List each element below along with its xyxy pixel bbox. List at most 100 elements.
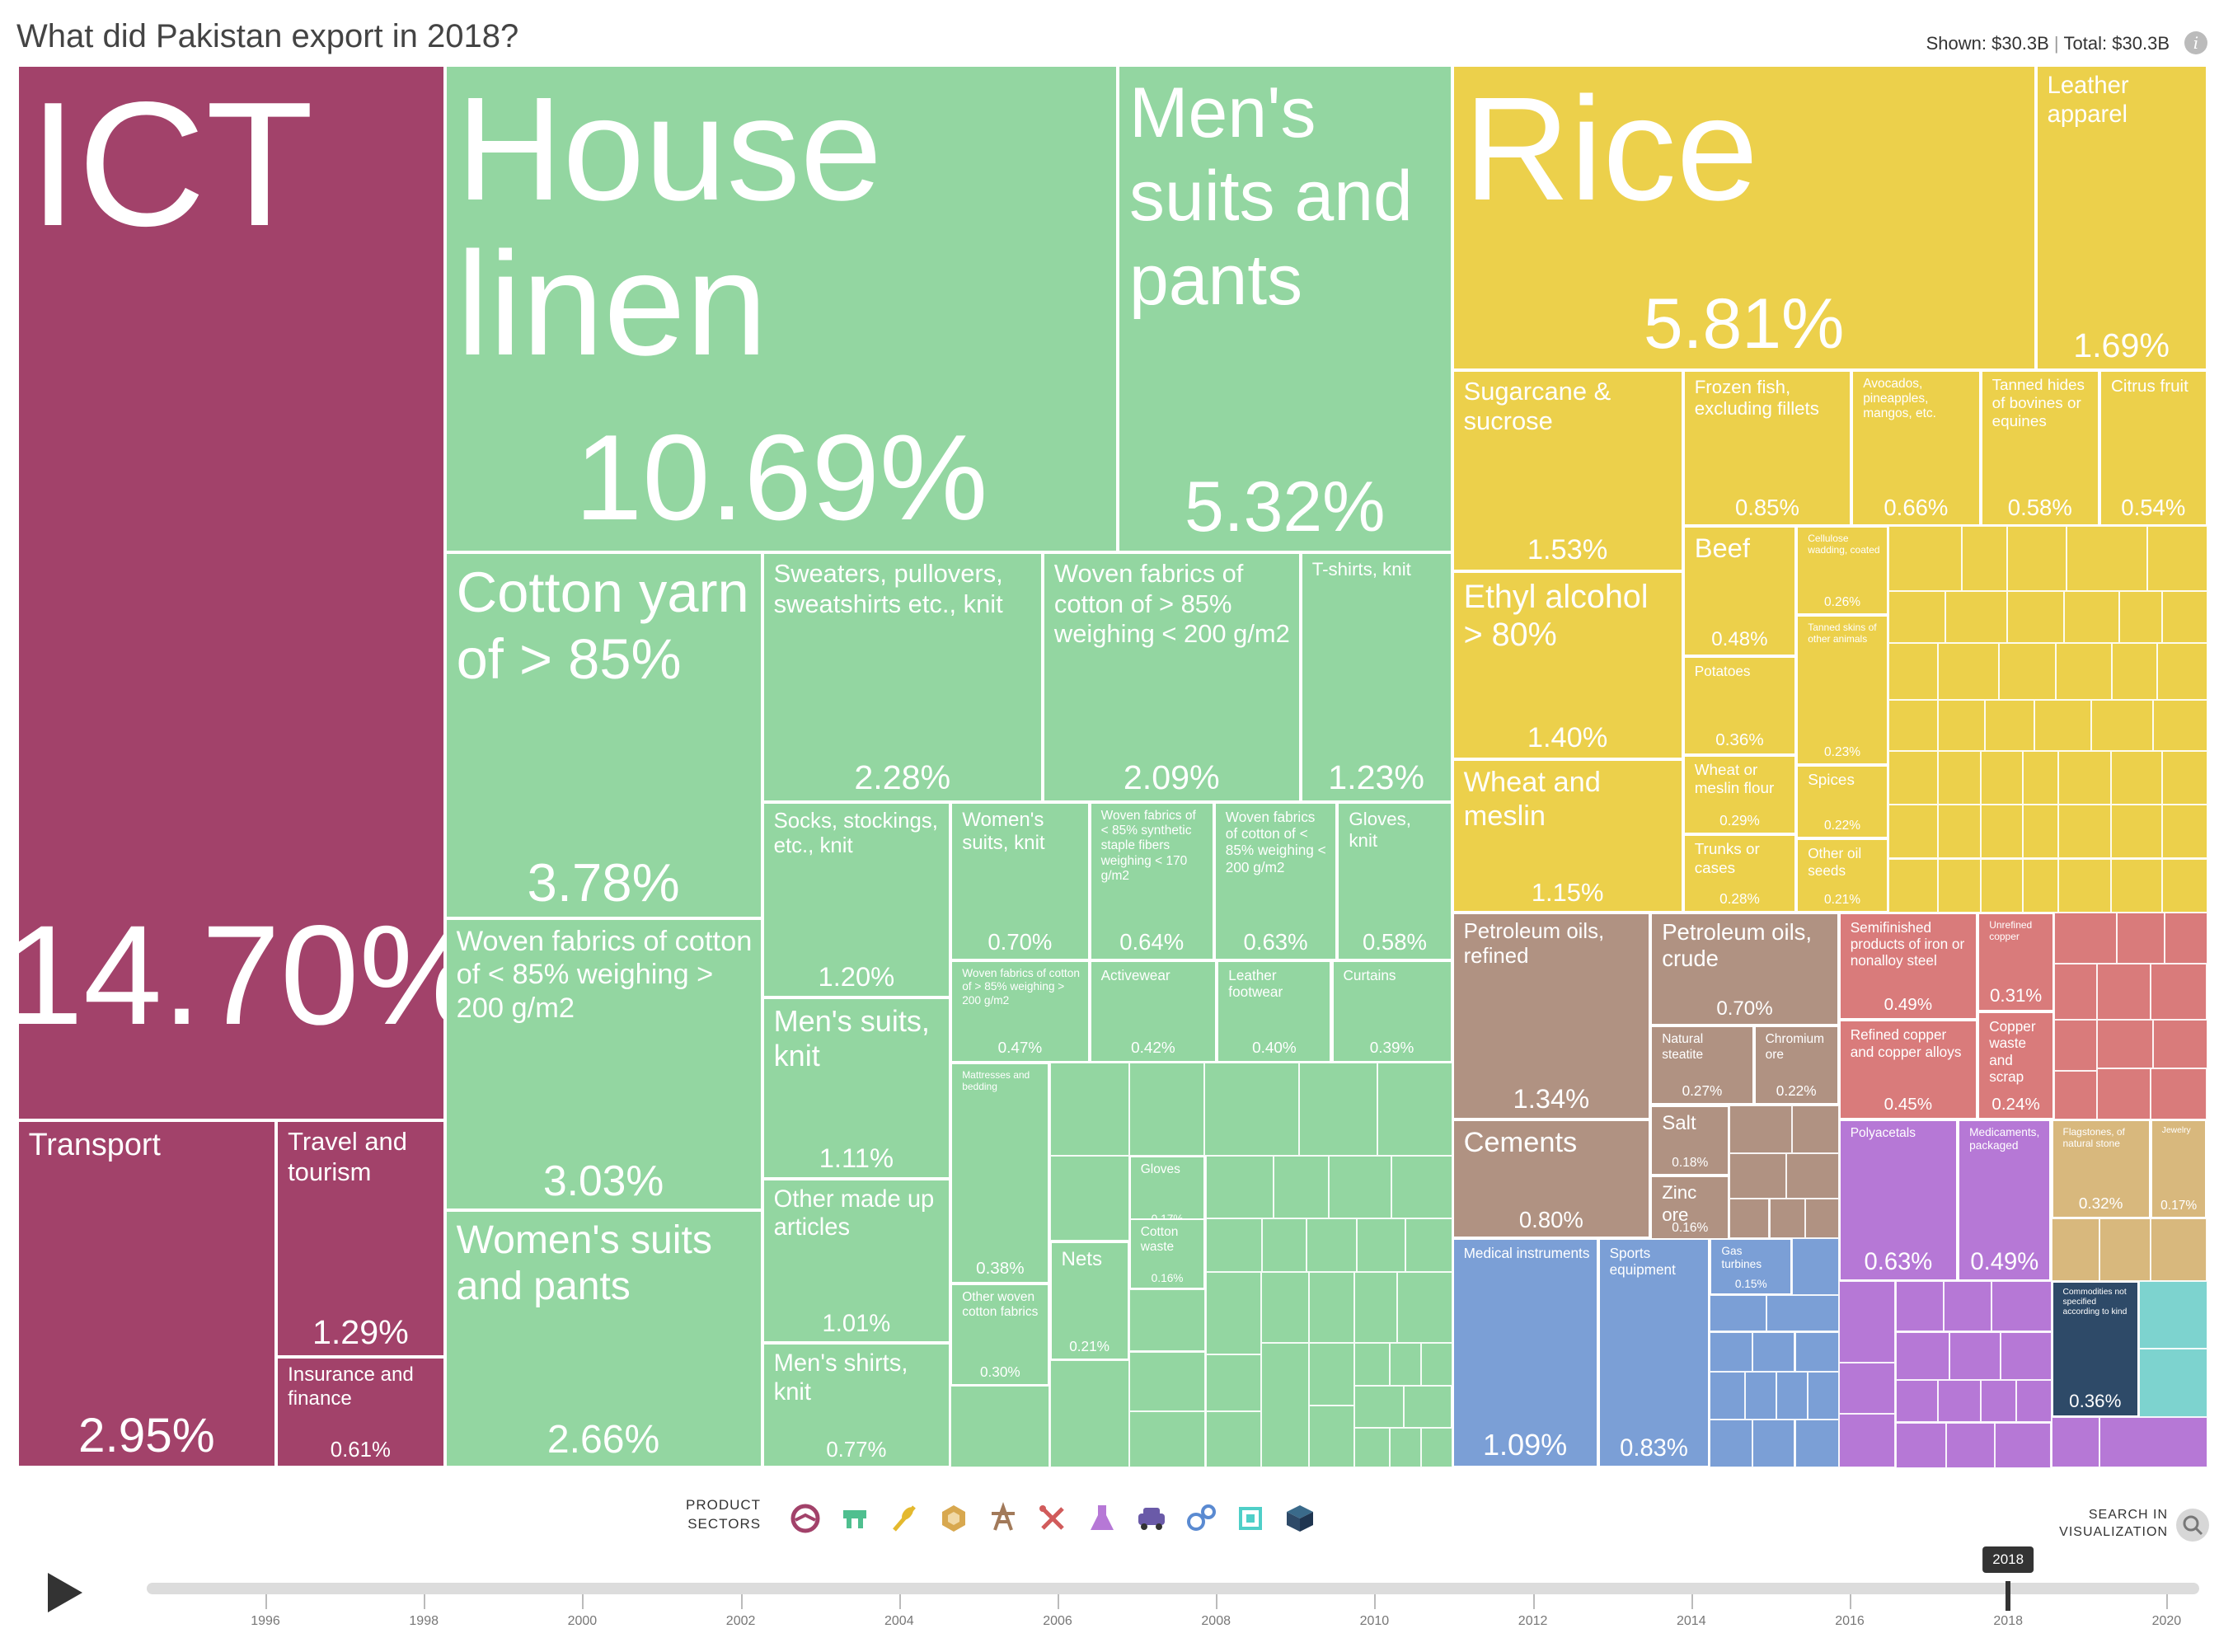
- treemap-small-tile[interactable]: [1354, 1272, 1397, 1344]
- treemap-small-tile[interactable]: [2054, 1071, 2097, 1119]
- treemap-small-tile[interactable]: [2096, 1068, 2151, 1119]
- search-icon[interactable]: [2176, 1509, 2209, 1542]
- treemap-tile[interactable]: Tanned hides of bovines or equines 0.58%: [1980, 369, 2099, 526]
- treemap-tile[interactable]: Cotton waste 0.16%: [1128, 1218, 1206, 1289]
- treemap-tile[interactable]: Cellulose wadding, coated 0.26%: [1796, 525, 1888, 615]
- treemap-tile[interactable]: Nets 0.21%: [1049, 1241, 1129, 1360]
- treemap-small-tile[interactable]: [1752, 1420, 1795, 1468]
- treemap-tile[interactable]: Spices 0.22%: [1796, 765, 1888, 839]
- agriculture-icon[interactable]: [886, 1500, 922, 1537]
- treemap-small-tile[interactable]: [2054, 912, 2117, 964]
- treemap-tile[interactable]: Leather footwear 0.40%: [1217, 960, 1332, 1063]
- treemap-small-tile[interactable]: [1205, 1272, 1261, 1354]
- info-icon[interactable]: i: [2184, 31, 2207, 54]
- treemap-tile[interactable]: Woven fabrics of cotton of < 85% weighin…: [444, 918, 762, 1210]
- treemap-small-tile[interactable]: [1420, 1343, 1452, 1386]
- treemap-small-tile[interactable]: [1888, 700, 1939, 751]
- electronics-icon[interactable]: [1232, 1500, 1269, 1537]
- treemap-tile[interactable]: Other oil seeds 0.21%: [1796, 838, 1888, 913]
- treemap-small-tile[interactable]: [1938, 1379, 1981, 1423]
- treemap-small-tile[interactable]: [1962, 525, 2008, 591]
- treemap-tile[interactable]: House linen 10.69%: [444, 65, 1118, 553]
- textiles-icon[interactable]: [837, 1500, 873, 1537]
- treemap-small-tile[interactable]: [2147, 525, 2207, 591]
- treemap-tile[interactable]: Travel and tourism 1.29%: [276, 1120, 445, 1358]
- treemap-small-tile[interactable]: [2099, 1416, 2207, 1468]
- treemap-small-tile[interactable]: [2054, 1020, 2097, 1072]
- treemap-tile[interactable]: Beef 0.48%: [1682, 525, 1797, 656]
- timeline-year-label[interactable]: 2016: [1835, 1614, 1865, 1628]
- treemap-small-tile[interactable]: [1938, 805, 1981, 859]
- treemap-small-tile[interactable]: [1404, 1385, 1452, 1429]
- treemap-tile[interactable]: Curtains 0.39%: [1331, 960, 1452, 1063]
- treemap-small-tile[interactable]: [1260, 1272, 1309, 1344]
- treemap-small-tile[interactable]: [1980, 1379, 2016, 1423]
- treemap-small-tile[interactable]: [2034, 700, 2091, 751]
- treemap-tile[interactable]: Semifinished products of iron or nonallo…: [1838, 912, 1978, 1021]
- treemap-small-tile[interactable]: [1405, 1218, 1452, 1273]
- treemap-small-tile[interactable]: [1205, 1410, 1261, 1468]
- treemap-small-tile[interactable]: [2023, 750, 2059, 805]
- treemap-tile[interactable]: Other made up articles 1.01%: [762, 1178, 951, 1344]
- treemap-tile[interactable]: Cotton yarn of > 85% 3.78%: [444, 552, 762, 918]
- treemap-small-tile[interactable]: [1938, 643, 1999, 700]
- treemap-small-tile[interactable]: [1420, 1428, 1452, 1468]
- treemap-tile[interactable]: Woven fabrics of cotton of > 85% weighin…: [1042, 552, 1301, 802]
- treemap-small-tile[interactable]: [1710, 1371, 1746, 1420]
- treemap-tile[interactable]: Woven fabrics of cotton of < 85% weighin…: [1213, 801, 1338, 961]
- metals-icon[interactable]: [1034, 1500, 1071, 1537]
- treemap-tile[interactable]: Medicaments, packaged 0.49%: [1958, 1119, 2052, 1281]
- treemap-small-tile[interactable]: [2090, 700, 2154, 751]
- timeline-track[interactable]: [147, 1583, 2199, 1594]
- treemap-small-tile[interactable]: [1729, 1105, 1792, 1153]
- treemap-small-tile[interactable]: [1838, 1280, 1896, 1363]
- treemap-tile[interactable]: Salt 0.18%: [1650, 1105, 1730, 1176]
- treemap-tile[interactable]: Women's suits and pants 2.66%: [444, 1209, 762, 1468]
- treemap-small-tile[interactable]: [1980, 805, 2024, 859]
- treemap-tile[interactable]: Tanned skins of other animals 0.23%: [1796, 614, 1888, 766]
- treemap-tile[interactable]: Avocados, pineapples, mangos, etc. 0.66%: [1851, 369, 1981, 526]
- treemap-tile[interactable]: Chromium ore 0.22%: [1753, 1025, 1839, 1105]
- timeline-year-label[interactable]: 2012: [1518, 1614, 1548, 1628]
- treemap-small-tile[interactable]: [2165, 912, 2207, 964]
- treemap-small-tile[interactable]: [1354, 1428, 1390, 1468]
- minerals-icon[interactable]: [985, 1500, 1021, 1537]
- treemap-small-tile[interactable]: [2015, 1379, 2052, 1423]
- treemap-small-tile[interactable]: [2096, 963, 2151, 1021]
- treemap-small-tile[interactable]: [1354, 1343, 1390, 1386]
- timeline-year-label[interactable]: 2004: [884, 1614, 914, 1628]
- treemap-small-tile[interactable]: [2116, 912, 2165, 964]
- treemap-tile[interactable]: Woven fabrics of < 85% synthetic staple …: [1089, 801, 1214, 961]
- treemap-small-tile[interactable]: [950, 1385, 1050, 1468]
- treemap-tile[interactable]: T-shirts, knit 1.23%: [1300, 552, 1452, 802]
- treemap-tile[interactable]: Trunks or cases 0.28%: [1682, 834, 1797, 913]
- services-icon[interactable]: [787, 1500, 823, 1537]
- treemap-small-tile[interactable]: [1309, 1272, 1354, 1344]
- treemap-small-tile[interactable]: [2150, 1068, 2207, 1119]
- treemap-small-tile[interactable]: [2112, 643, 2158, 700]
- treemap-small-tile[interactable]: [1807, 1371, 1839, 1420]
- treemap-small-tile[interactable]: [1895, 1331, 1949, 1380]
- treemap-tile[interactable]: Zinc ore 0.16%: [1650, 1176, 1730, 1241]
- timeline-year-label[interactable]: 2020: [2151, 1614, 2182, 1628]
- treemap-tile[interactable]: Rice 5.81%: [1452, 65, 2036, 370]
- treemap-tile[interactable]: Flagstones, of natural stone 0.32%: [2051, 1119, 2151, 1218]
- treemap-small-tile[interactable]: [2099, 1218, 2151, 1281]
- vehicles-icon[interactable]: [1133, 1500, 1170, 1537]
- treemap-small-tile[interactable]: [1752, 1331, 1795, 1372]
- treemap-small-tile[interactable]: [1274, 1156, 1329, 1218]
- treemap-tile[interactable]: Refined copper and copper alloys 0.45%: [1838, 1020, 1978, 1119]
- timeline-year-label[interactable]: 2006: [1043, 1614, 1072, 1628]
- treemap-small-tile[interactable]: [1766, 1294, 1839, 1332]
- treemap-small-tile[interactable]: [1776, 1371, 1808, 1420]
- treemap-small-tile[interactable]: [2054, 963, 2097, 1021]
- treemap-tile[interactable]: Ethyl alcohol > 80% 1.40%: [1452, 570, 1683, 760]
- treemap-small-tile[interactable]: [1888, 525, 1963, 591]
- treemap-tile[interactable]: Medical instruments 1.09%: [1452, 1238, 1598, 1468]
- treemap-small-tile[interactable]: [1389, 1343, 1421, 1386]
- timeline-year-label[interactable]: 1996: [251, 1614, 280, 1628]
- treemap-tile[interactable]: Gloves, knit 0.58%: [1337, 801, 1452, 961]
- treemap-small-tile[interactable]: [1980, 750, 2024, 805]
- treemap-small-tile[interactable]: [2150, 1218, 2207, 1281]
- treemap-small-tile[interactable]: [1888, 643, 1939, 700]
